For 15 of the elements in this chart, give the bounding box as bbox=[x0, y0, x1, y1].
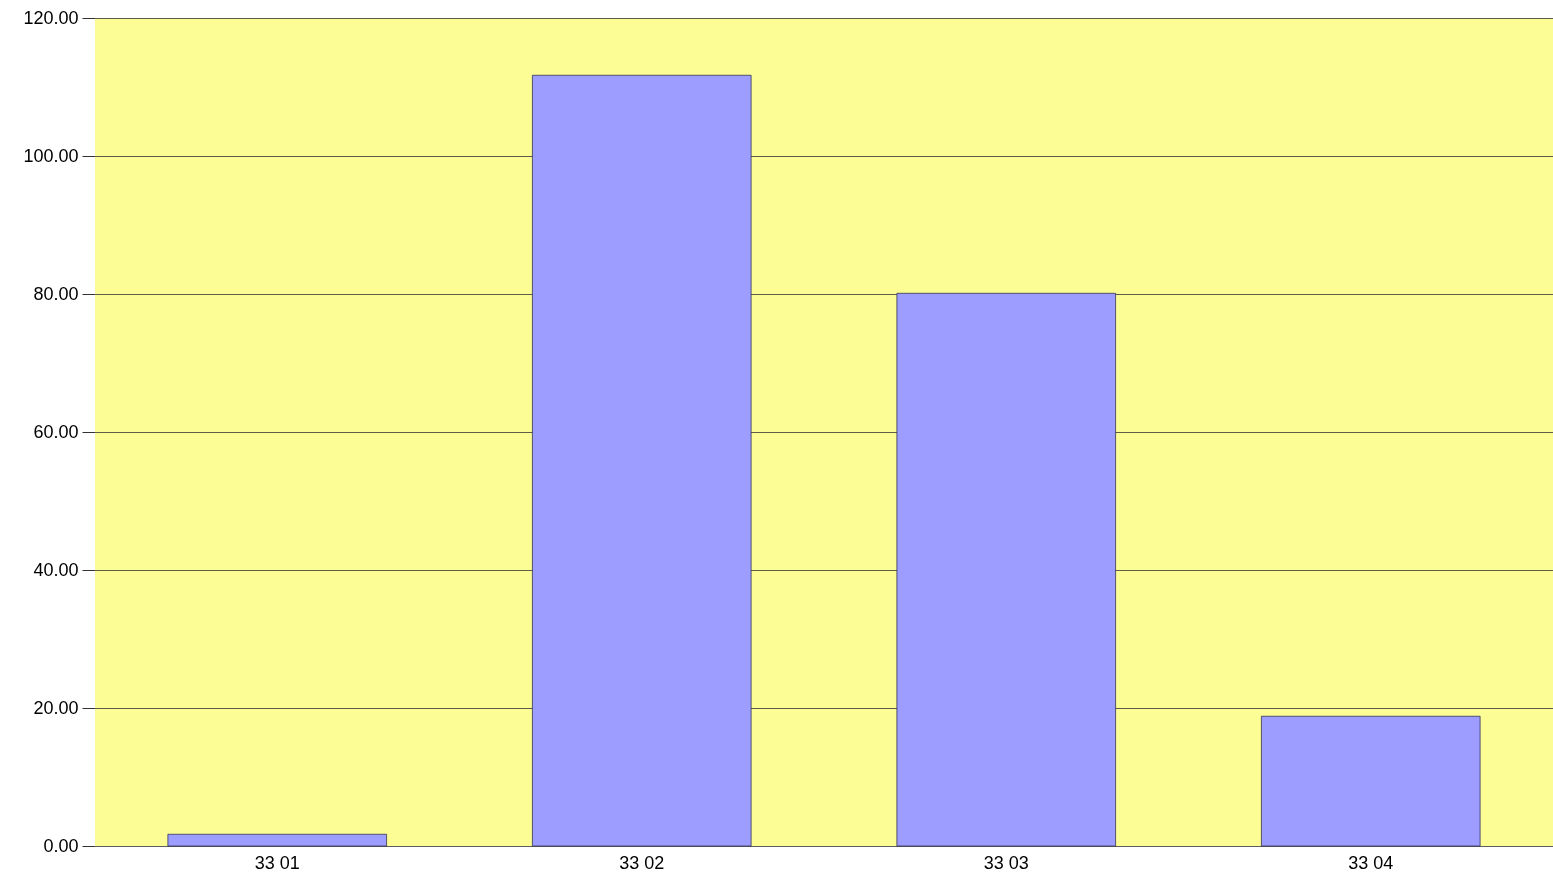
y-tick-label: 0.00 bbox=[43, 835, 79, 856]
y-tick-label: 40.00 bbox=[33, 559, 79, 580]
y-tick-label: 80.00 bbox=[33, 283, 79, 304]
x-tick-label: 33 04 bbox=[1348, 852, 1394, 873]
y-tick-label: 120.00 bbox=[23, 7, 79, 28]
bar bbox=[1261, 715, 1481, 847]
x-tick-label: 33 02 bbox=[619, 852, 665, 873]
x-tick-label: 33 03 bbox=[983, 852, 1029, 873]
bar bbox=[896, 292, 1116, 847]
y-tick-label: 20.00 bbox=[33, 697, 79, 718]
y-tick-label: 100.00 bbox=[23, 145, 79, 166]
y-tick-label: 60.00 bbox=[33, 421, 79, 442]
x-tick-label: 33 01 bbox=[254, 852, 300, 873]
bar bbox=[167, 833, 387, 847]
bar bbox=[532, 74, 752, 847]
